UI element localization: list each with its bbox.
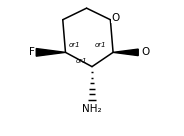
Polygon shape — [113, 49, 138, 56]
Text: or1: or1 — [75, 58, 87, 64]
Text: or1: or1 — [68, 42, 80, 48]
Text: O: O — [142, 47, 150, 57]
Text: or1: or1 — [95, 42, 107, 48]
Text: F: F — [29, 47, 34, 57]
Text: NH₂: NH₂ — [82, 104, 102, 115]
Polygon shape — [36, 49, 66, 56]
Text: O: O — [111, 13, 119, 23]
